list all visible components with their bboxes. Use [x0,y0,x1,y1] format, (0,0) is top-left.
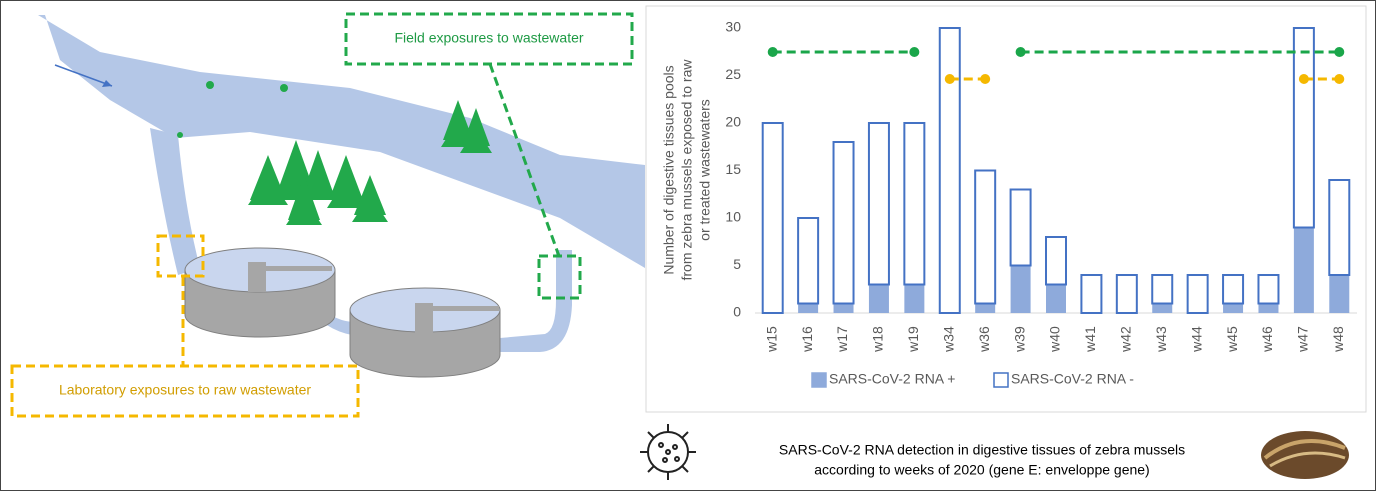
y-tick-label: 10 [725,209,741,225]
x-tick-label: w44 [1188,326,1204,353]
y-axis-label: from zebra mussels exposed to raw [679,59,695,281]
bar-segment [1117,275,1137,313]
x-tick-label: w46 [1259,326,1275,353]
tank [350,288,500,377]
legend-swatch [994,373,1008,387]
x-tick-label: w40 [1047,326,1063,353]
field-label: Field exposures to wastewater [394,30,583,46]
legend-label: SARS-CoV-2 RNA - [1011,371,1134,387]
bar-segment [1223,304,1243,314]
exposure-dot [1016,47,1026,57]
exposure-dot [1334,47,1344,57]
x-tick-label: w43 [1153,326,1169,353]
bar-segment [975,171,995,304]
caption-line: SARS-CoV-2 RNA detection in digestive ti… [779,442,1185,458]
bar-segment [1081,275,1101,313]
x-tick-label: w42 [1118,326,1134,353]
x-tick-label: w39 [1011,326,1027,353]
bar-segment [1329,180,1349,275]
y-tick-label: 5 [733,256,741,272]
exposure-dot [909,47,919,57]
x-tick-label: w34 [940,326,956,353]
exposure-dot [1299,74,1309,84]
y-axis-label: or treated wastewaters [697,99,713,241]
y-tick-label: 15 [725,161,741,177]
bar-segment [834,304,854,314]
bar-segment [975,304,995,314]
bar-segment [1188,275,1208,313]
bar-segment [1294,28,1314,228]
x-tick-label: w47 [1295,326,1311,353]
bar-segment [1152,275,1172,304]
y-tick-label: 25 [725,66,741,82]
y-axis-label: Number of digestive tissues pools [661,65,677,274]
bar-segment [1258,275,1278,304]
x-tick-label: w18 [870,326,886,353]
bar-segment [940,28,960,313]
mussel-image [1261,431,1349,479]
bar-segment [869,285,889,314]
x-tick-label: w19 [905,326,921,353]
pipe [500,250,572,352]
river-branch [150,128,200,275]
bar-segment [1294,228,1314,314]
caption-area: SARS-CoV-2 RNA detection in digestive ti… [640,424,1349,480]
bar-segment [763,123,783,313]
exposure-dot [945,74,955,84]
bar-segment [869,123,889,285]
tank [185,248,335,337]
x-tick-label: w45 [1224,326,1240,353]
y-tick-label: 20 [725,114,741,130]
x-tick-label: w17 [834,326,850,353]
legend-swatch [812,373,826,387]
legend-label: SARS-CoV-2 RNA + [829,371,955,387]
river [38,15,645,268]
exposure-dot [768,47,778,57]
x-tick-label: w36 [976,326,992,353]
y-tick-label: 0 [733,304,741,320]
bar-segment [1011,190,1031,266]
virus-icon [640,424,696,480]
figure: Field exposures to wastewater Laboratory… [0,0,1376,491]
x-tick-label: w15 [763,326,779,353]
bar-segment [904,285,924,314]
bar-segment [798,218,818,304]
x-tick-label: w16 [799,326,815,353]
bar-segment [1046,237,1066,285]
bar-segment [1152,304,1172,314]
bar-segment [1046,285,1066,314]
bar-segment [904,123,924,285]
x-tick-label: w41 [1082,326,1098,353]
bar-segment [1011,266,1031,314]
exposure-dot [980,74,990,84]
chart-frame [646,6,1366,412]
caption-line: according to weeks of 2020 (gene E: enve… [814,462,1149,478]
bar-segment [1223,275,1243,304]
bar-segment [834,142,854,304]
lab-label: Laboratory exposures to raw wastewater [59,382,311,398]
x-tick-label: w48 [1330,326,1346,353]
bar-segment [1258,304,1278,314]
exposure-dot [1334,74,1344,84]
diagram: Field exposures to wastewater Laboratory… [12,14,645,416]
bar-segment [798,304,818,314]
bar-segment [1329,275,1349,313]
y-tick-label: 30 [725,19,741,35]
